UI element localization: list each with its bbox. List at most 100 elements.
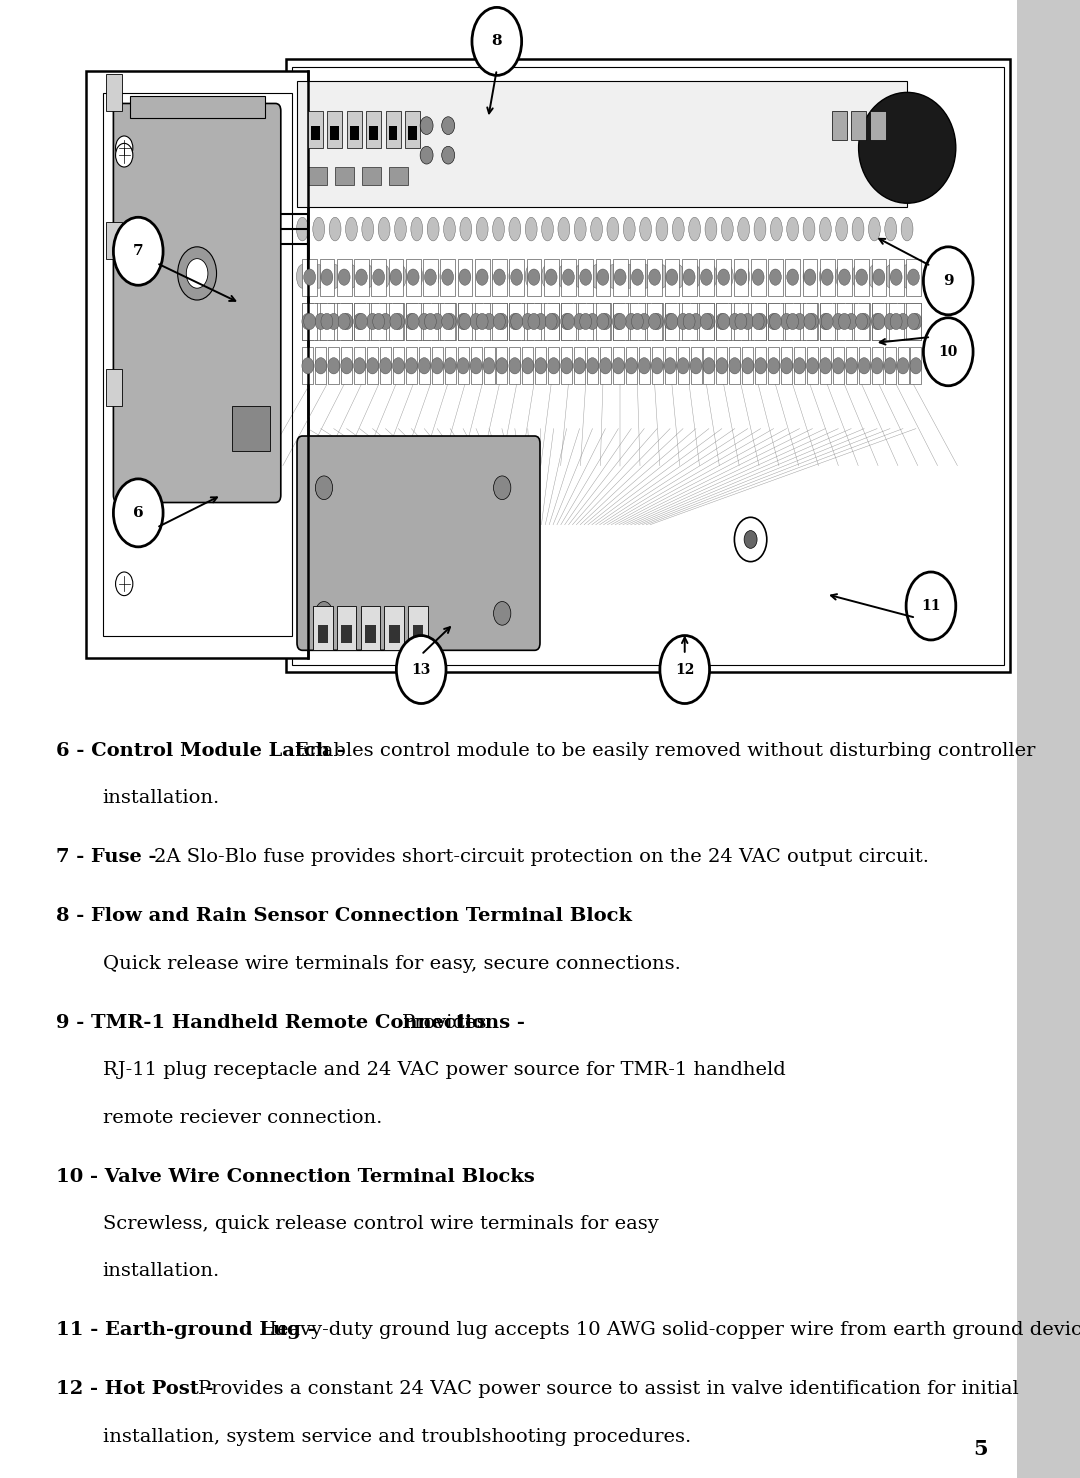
Bar bbox=[664, 303, 679, 340]
Bar bbox=[832, 111, 847, 140]
Circle shape bbox=[327, 313, 339, 330]
Circle shape bbox=[353, 358, 365, 374]
Bar bbox=[703, 303, 715, 340]
Circle shape bbox=[459, 313, 471, 330]
Circle shape bbox=[701, 313, 713, 330]
Circle shape bbox=[923, 247, 973, 315]
Ellipse shape bbox=[901, 265, 913, 288]
Circle shape bbox=[186, 259, 207, 288]
Circle shape bbox=[396, 636, 446, 704]
Ellipse shape bbox=[820, 217, 832, 241]
Circle shape bbox=[755, 358, 767, 374]
Circle shape bbox=[373, 313, 384, 330]
Circle shape bbox=[769, 269, 781, 285]
Bar bbox=[638, 303, 650, 340]
Bar bbox=[492, 303, 507, 340]
Circle shape bbox=[833, 358, 845, 374]
Circle shape bbox=[718, 269, 730, 285]
Bar bbox=[889, 259, 904, 296]
Text: 13: 13 bbox=[411, 662, 431, 677]
Bar bbox=[372, 303, 386, 340]
Ellipse shape bbox=[820, 265, 832, 288]
Circle shape bbox=[338, 313, 350, 330]
Bar bbox=[820, 347, 831, 384]
Bar bbox=[897, 303, 908, 340]
Circle shape bbox=[859, 313, 870, 330]
Ellipse shape bbox=[329, 265, 341, 288]
Circle shape bbox=[420, 117, 433, 134]
Bar bbox=[768, 347, 779, 384]
Bar bbox=[768, 303, 783, 340]
Text: 9: 9 bbox=[943, 273, 954, 288]
Bar bbox=[341, 347, 352, 384]
Text: 6 - Control Module Latch -: 6 - Control Module Latch - bbox=[56, 742, 352, 760]
Bar bbox=[820, 303, 835, 340]
Bar bbox=[699, 303, 714, 340]
Text: installation, system service and troublshooting procedures.: installation, system service and troubls… bbox=[103, 1428, 691, 1445]
Circle shape bbox=[580, 269, 592, 285]
Bar bbox=[802, 303, 818, 340]
Bar bbox=[510, 347, 521, 384]
Bar bbox=[846, 347, 856, 384]
Ellipse shape bbox=[591, 217, 603, 241]
Circle shape bbox=[885, 313, 896, 330]
Circle shape bbox=[651, 313, 663, 330]
Bar bbox=[413, 625, 423, 643]
Circle shape bbox=[431, 358, 443, 374]
Bar bbox=[354, 303, 365, 340]
Bar bbox=[458, 347, 469, 384]
Bar bbox=[885, 347, 895, 384]
Bar bbox=[664, 303, 676, 340]
Circle shape bbox=[483, 313, 495, 330]
Bar bbox=[335, 167, 354, 185]
Bar bbox=[579, 259, 593, 296]
Circle shape bbox=[612, 358, 624, 374]
Circle shape bbox=[528, 313, 540, 330]
Circle shape bbox=[561, 358, 572, 374]
Circle shape bbox=[379, 358, 391, 374]
Circle shape bbox=[651, 358, 663, 374]
Bar bbox=[872, 303, 887, 340]
Ellipse shape bbox=[639, 217, 651, 241]
Circle shape bbox=[494, 269, 505, 285]
Bar bbox=[232, 406, 270, 451]
Circle shape bbox=[821, 313, 833, 330]
Circle shape bbox=[303, 269, 315, 285]
Circle shape bbox=[496, 358, 508, 374]
Circle shape bbox=[315, 313, 327, 330]
Bar bbox=[562, 347, 572, 384]
Ellipse shape bbox=[868, 217, 880, 241]
Ellipse shape bbox=[313, 265, 325, 288]
Bar bbox=[575, 303, 585, 340]
Bar bbox=[802, 259, 818, 296]
Ellipse shape bbox=[296, 265, 309, 288]
Circle shape bbox=[483, 358, 495, 374]
Circle shape bbox=[729, 358, 741, 374]
Circle shape bbox=[625, 313, 637, 330]
Bar bbox=[681, 303, 697, 340]
Bar bbox=[1017, 0, 1080, 1478]
Circle shape bbox=[177, 247, 216, 300]
Bar bbox=[677, 303, 689, 340]
Text: RJ-11 plug receptacle and 24 VAC power source for TMR-1 handheld: RJ-11 plug receptacle and 24 VAC power s… bbox=[103, 1061, 785, 1079]
Bar bbox=[106, 222, 122, 259]
Circle shape bbox=[390, 313, 402, 330]
Circle shape bbox=[586, 358, 598, 374]
Bar bbox=[372, 259, 386, 296]
Bar bbox=[315, 303, 326, 340]
Text: 6: 6 bbox=[133, 505, 144, 520]
Bar bbox=[432, 303, 443, 340]
Bar bbox=[742, 303, 753, 340]
Bar bbox=[341, 625, 352, 643]
Bar bbox=[820, 303, 831, 340]
Bar bbox=[733, 303, 748, 340]
Bar bbox=[837, 303, 852, 340]
Bar bbox=[588, 303, 598, 340]
Bar bbox=[328, 347, 339, 384]
Circle shape bbox=[703, 313, 715, 330]
Circle shape bbox=[769, 313, 781, 330]
Bar bbox=[579, 303, 593, 340]
Circle shape bbox=[690, 358, 702, 374]
Bar bbox=[406, 303, 420, 340]
Circle shape bbox=[116, 143, 133, 167]
